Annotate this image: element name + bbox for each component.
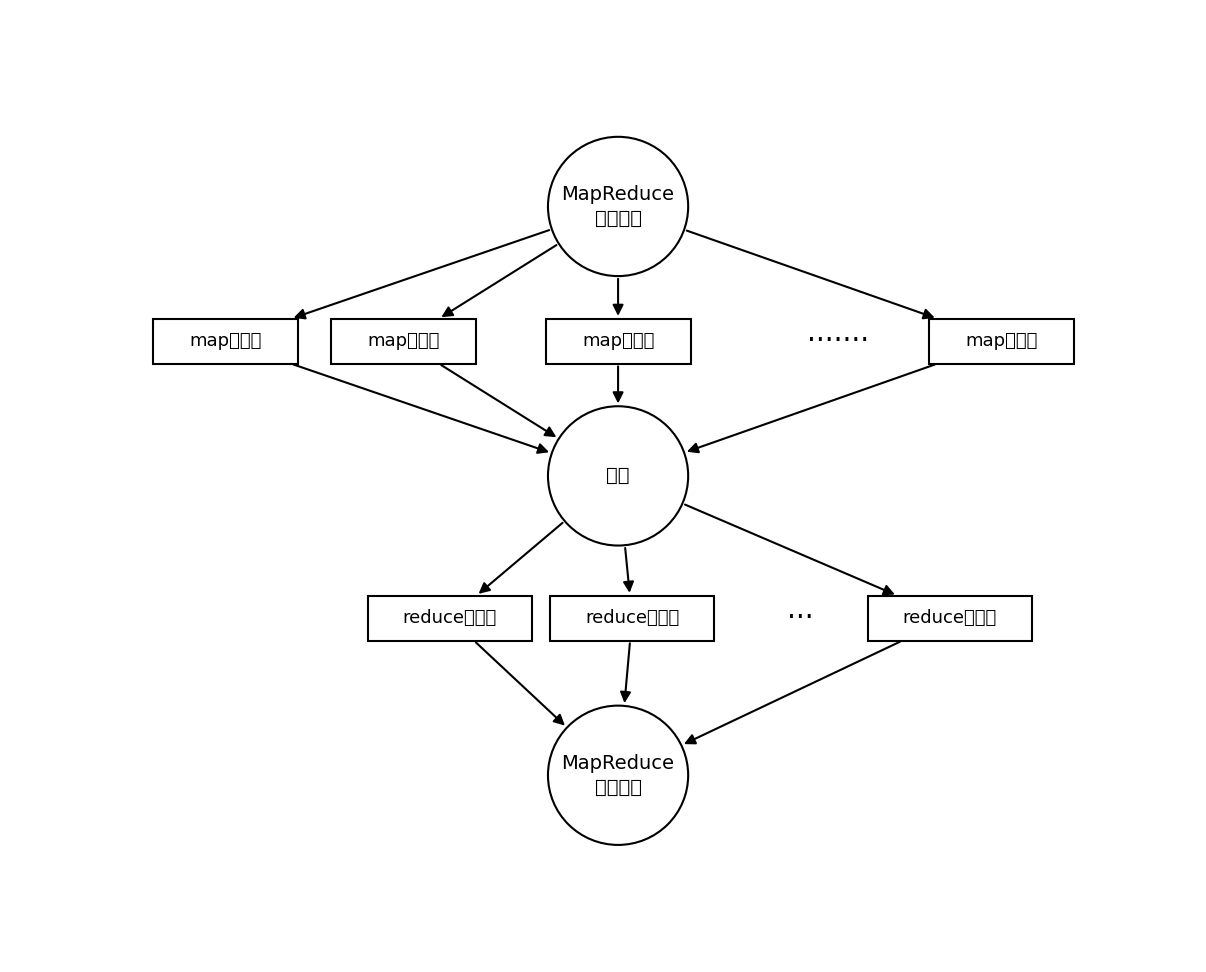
Text: map子任务: map子任务 xyxy=(581,332,655,350)
Bar xyxy=(545,319,691,364)
Text: 同步: 同步 xyxy=(607,467,630,485)
Bar xyxy=(368,596,532,641)
Ellipse shape xyxy=(548,137,689,276)
Text: MapReduce
工作结束: MapReduce 工作结束 xyxy=(562,754,674,796)
Text: reduce子任务: reduce子任务 xyxy=(585,609,679,627)
Bar xyxy=(929,319,1073,364)
Bar xyxy=(330,319,475,364)
Bar xyxy=(153,319,298,364)
Bar xyxy=(868,596,1031,641)
Bar xyxy=(550,596,714,641)
Text: reduce子任务: reduce子任务 xyxy=(903,609,997,627)
Text: ·······: ······· xyxy=(807,328,868,355)
Text: MapReduce
工作开始: MapReduce 工作开始 xyxy=(562,186,674,227)
Text: map子任务: map子任务 xyxy=(367,332,439,350)
Text: map子任务: map子任务 xyxy=(965,332,1037,350)
Text: ···: ··· xyxy=(788,604,814,632)
Ellipse shape xyxy=(548,706,689,845)
Ellipse shape xyxy=(548,406,689,545)
Text: reduce子任务: reduce子任务 xyxy=(403,609,497,627)
Text: map子任务: map子任务 xyxy=(189,332,262,350)
